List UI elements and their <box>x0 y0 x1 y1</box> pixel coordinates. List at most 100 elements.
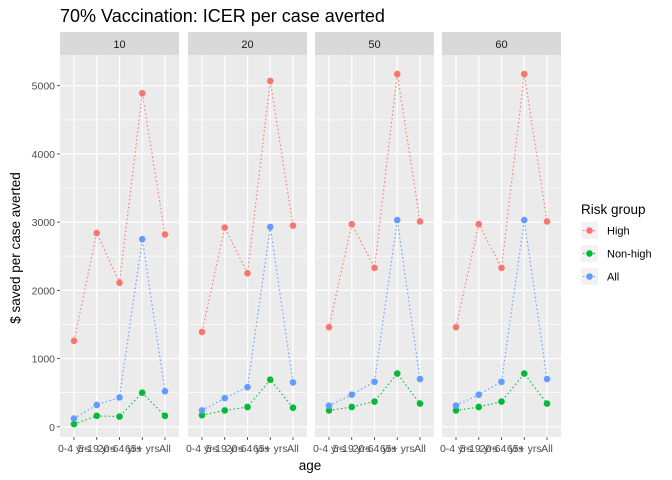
series-line-all <box>201 226 294 411</box>
x-tick-label: 5-19 yrs <box>460 443 498 455</box>
y-tick-label: 0 <box>49 422 55 434</box>
series-line-all <box>328 220 421 407</box>
data-point-high <box>475 220 483 228</box>
data-point-all <box>161 387 169 395</box>
data-point-non-high <box>221 407 229 414</box>
legend-item-high: High <box>581 222 630 239</box>
data-point-all <box>93 401 101 409</box>
data-point-non-high <box>520 370 528 377</box>
data-point-high <box>221 224 229 231</box>
legend-key-point <box>586 273 593 280</box>
data-point-all <box>138 235 146 243</box>
facet-strip-label: 50 <box>368 39 380 51</box>
chart-title: 70% Vaccination: ICER per case averted <box>60 6 385 26</box>
data-point-non-high <box>475 403 483 411</box>
x-tick-label: 65+ yrs <box>380 443 415 455</box>
x-tick-label: 5-19 yrs <box>206 443 244 455</box>
data-point-all <box>475 391 483 399</box>
x-tick-label: 5-19 yrs <box>333 443 371 455</box>
data-point-non-high <box>348 403 356 411</box>
y-tick-label: 3000 <box>32 217 56 229</box>
data-point-non-high <box>543 400 551 407</box>
data-point-non-high <box>289 404 297 411</box>
legend-item-non-high: Non-high <box>581 245 652 262</box>
x-tick-label: 0-4 yrs <box>186 443 218 455</box>
x-tick-label: All <box>414 443 426 455</box>
y-axis: 0 1000 2000 3000 4000 5000 <box>32 81 60 434</box>
facet-strip <box>188 32 307 55</box>
x-tick-label: 20-64 yrs <box>98 443 142 455</box>
data-point-non-high <box>244 403 251 411</box>
legend-label: Non-high <box>607 249 652 261</box>
data-point-high <box>244 269 251 277</box>
x-tick-label: 0-4 yrs <box>58 443 90 455</box>
data-point-high <box>416 218 424 225</box>
data-point-all <box>116 394 123 401</box>
y-tick-label: 4000 <box>32 149 56 161</box>
x-tick-label: 5-19 yrs <box>78 443 116 455</box>
data-point-high <box>452 323 460 331</box>
x-tick-label: All <box>287 443 299 455</box>
data-point-all <box>498 378 505 386</box>
series-line-all <box>455 220 548 407</box>
data-point-all <box>520 216 528 224</box>
legend-key-point <box>586 250 593 257</box>
data-point-all <box>266 223 274 231</box>
data-point-high <box>138 89 146 97</box>
data-point-all <box>348 391 356 399</box>
x-tick-label: 0-4 yrs <box>440 443 472 455</box>
facet-strip <box>60 32 179 55</box>
data-point-all <box>371 378 378 386</box>
y-tick-label: 1000 <box>32 354 56 366</box>
data-point-high <box>198 328 206 336</box>
data-point-high <box>348 220 356 228</box>
data-point-non-high <box>70 420 78 428</box>
x-tick-label: All <box>541 443 553 455</box>
data-point-non-high <box>393 370 401 377</box>
x-tick-label: 20-64 yrs <box>226 443 270 455</box>
data-point-all <box>393 216 401 224</box>
data-point-high <box>289 222 297 229</box>
data-point-high <box>371 264 378 272</box>
data-point-non-high <box>138 389 146 396</box>
x-tick-label: 65+ yrs <box>507 443 542 455</box>
x-axis-title: age <box>299 458 322 473</box>
data-point-non-high <box>416 400 424 407</box>
data-point-non-high <box>498 398 505 405</box>
data-point-all <box>198 407 206 414</box>
data-point-high <box>266 77 274 85</box>
facet-strip <box>442 32 561 55</box>
legend-key-point <box>586 227 593 234</box>
legend: Risk group High Non-high All <box>581 202 652 285</box>
data-point-non-high <box>161 412 169 420</box>
data-point-high <box>325 323 333 331</box>
facet-strip-label: 60 <box>495 39 507 51</box>
data-point-high <box>393 70 401 78</box>
x-tick-label: 0-4 yrs <box>313 443 345 455</box>
data-point-high <box>70 337 78 345</box>
facet-strip <box>315 32 434 55</box>
x-tick-label: 65+ yrs <box>125 443 160 455</box>
data-point-high <box>161 231 169 238</box>
legend-label: All <box>607 272 619 284</box>
x-tick-label: 65+ yrs <box>253 443 288 455</box>
data-point-all <box>244 383 251 391</box>
facet-strip-label: 10 <box>113 39 125 51</box>
data-point-all <box>221 394 229 402</box>
x-tick-label: 20-64 yrs <box>353 443 397 455</box>
data-point-all <box>416 375 424 383</box>
data-point-high <box>520 70 528 78</box>
data-point-non-high <box>452 407 460 414</box>
series-line-high <box>201 80 294 333</box>
data-point-all <box>325 402 333 409</box>
y-tick-label: 5000 <box>32 81 56 93</box>
data-point-all <box>70 415 78 422</box>
data-point-non-high <box>116 413 123 420</box>
data-point-non-high <box>371 398 378 405</box>
y-axis-title: $ saved per case averted <box>8 172 23 324</box>
data-point-non-high <box>198 411 206 419</box>
